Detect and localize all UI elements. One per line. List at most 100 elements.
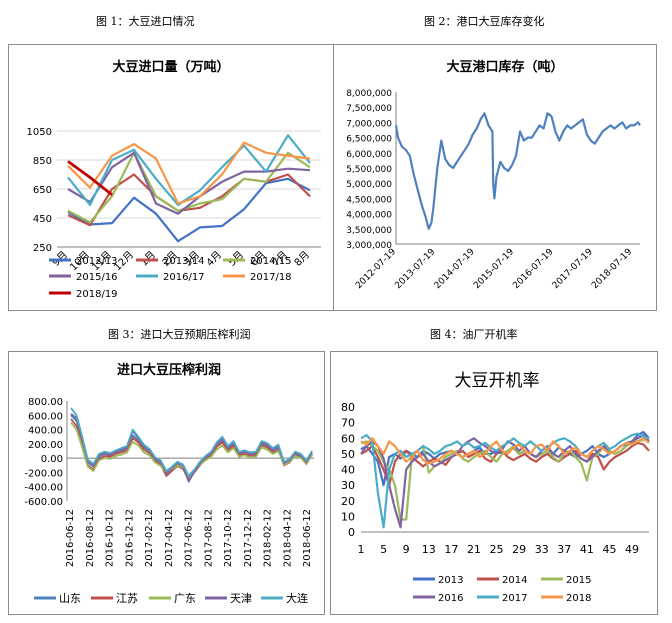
- legend-label: 山东: [59, 592, 81, 605]
- y-tick-label: 250: [33, 243, 52, 254]
- y-tick-label: 1050: [27, 127, 52, 138]
- caption-fig2: 图 2：港口大豆库存变化: [424, 15, 545, 28]
- x-tick-label: 2017-06-12: [184, 509, 195, 567]
- x-tick-label: 2014-07-19: [433, 247, 477, 291]
- y-tick-label: 5,500,000: [346, 165, 392, 175]
- x-tick-label: 4月: [204, 249, 224, 269]
- series-line: [360, 434, 650, 529]
- legend-label: 2016: [438, 593, 463, 604]
- x-tick-label: 25: [490, 543, 504, 556]
- utilization-chart-panel: 大豆开机率 0 10 20 30 40 50 60 70 80 1 5 9 13 17 21 25 29 33 37 4…: [330, 351, 658, 615]
- x-tick-label: 49: [625, 543, 639, 556]
- x-tick-label: 2015-07-19: [472, 247, 516, 291]
- y-tick-label: 7,000,000: [346, 119, 392, 129]
- x-tick-label: 13: [422, 543, 436, 556]
- series-line: [67, 177, 311, 243]
- x-tick-label: 8月: [292, 249, 312, 269]
- x-tick-label: 29: [512, 543, 526, 556]
- legend-label: 2014/15: [250, 256, 292, 267]
- legend-label: 2017: [502, 593, 527, 604]
- x-tick-label: 17: [444, 543, 458, 556]
- x-tick-label: 2016-06-12: [65, 509, 76, 567]
- series-line: [67, 160, 113, 196]
- utilization-chart: 大豆开机率 0 10 20 30 40 50 60 70 80 1 5 9 13 17 21 25 29 33 37 4…: [341, 371, 650, 604]
- inventory-chart-panel: 大豆港口库存（吨） 3,000,000 3,500,000 4,000,000 4,50…: [333, 44, 657, 311]
- series-line: [394, 112, 641, 230]
- imports-chart-title: 大豆进口量（万吨）: [112, 59, 229, 75]
- y-tick-label: 3,000,000: [346, 241, 392, 251]
- y-tick-label: 60: [341, 432, 355, 445]
- y-tick-label: 5,000,000: [346, 180, 392, 190]
- series-line: [67, 151, 311, 224]
- y-tick-label: 650: [33, 185, 52, 196]
- imports-chart: 大豆进口量（万吨）25045065085010509月10月11月12月1月2月…: [27, 59, 321, 300]
- legend-label: 2015: [566, 575, 591, 586]
- x-tick-label: 2018-04-12: [282, 509, 293, 567]
- x-tick-label: 2017-10-12: [223, 509, 234, 567]
- y-tick-label: 3,500,000: [346, 226, 392, 236]
- y-tick-label: 6,000,000: [346, 150, 392, 160]
- margins-chart: 进口大豆压榨利润 -600.00 -400.00 -200.00 0.00 200.00 4…: [24, 362, 314, 605]
- y-tick-label: -600.00: [24, 497, 63, 508]
- y-tick-label: 20: [341, 495, 355, 508]
- y-tick-label: 6,500,000: [346, 135, 392, 145]
- x-tick-label: 21: [467, 543, 481, 556]
- series-line: [70, 413, 313, 483]
- legend-label: 江苏: [116, 592, 138, 605]
- y-tick-label: 10: [341, 510, 355, 523]
- x-tick-label: 2017-04-12: [164, 509, 175, 567]
- x-tick-label: 2017-08-12: [203, 509, 214, 567]
- margins-chart-panel: 进口大豆压榨利润 -600.00 -400.00 -200.00 0.00 200.00 4…: [8, 351, 325, 615]
- series-line: [67, 141, 311, 205]
- y-tick-label: 0.00: [41, 454, 63, 465]
- y-tick-label: 40: [341, 464, 355, 477]
- x-tick-label: 9: [403, 543, 410, 556]
- x-tick-label: 5: [380, 543, 387, 556]
- x-tick-label: 2018-02-12: [263, 509, 274, 567]
- x-tick-label: 37: [557, 543, 571, 556]
- caption-fig1: 图 1：大豆进口情况: [96, 15, 195, 28]
- y-tick-label: 4,000,000: [346, 211, 392, 221]
- series-line: [67, 134, 311, 206]
- legend-label: 2015/16: [76, 272, 118, 283]
- legend-label: 2017/18: [250, 272, 292, 283]
- margins-chart-title: 进口大豆压榨利润: [117, 362, 221, 378]
- y-tick-label: 80: [341, 401, 355, 414]
- y-tick-label: 8,000,000: [346, 89, 392, 99]
- x-tick-label: 41: [580, 543, 594, 556]
- series-line: [360, 437, 650, 465]
- utilization-chart-title: 大豆开机率: [455, 371, 540, 391]
- series-line: [67, 173, 311, 227]
- series-line: [360, 432, 650, 529]
- legend-label: 大连: [286, 591, 308, 605]
- inventory-chart-title: 大豆港口库存（吨）: [446, 59, 563, 75]
- x-tick-label: 2016-07-19: [511, 247, 555, 291]
- x-tick-label: 33: [535, 543, 549, 556]
- legend-label: 2012/13: [76, 256, 118, 267]
- legend-label: 2013/14: [163, 256, 205, 267]
- y-tick-label: -200.00: [24, 468, 63, 479]
- inventory-chart: 大豆港口库存（吨） 3,000,000 3,500,000 4,000,000 4,50…: [346, 59, 641, 291]
- x-tick-label: 2016-12-12: [124, 509, 135, 567]
- x-tick-label: 2012-07-19: [354, 247, 398, 291]
- x-tick-label: 1: [358, 543, 365, 556]
- y-tick-label: 50: [341, 448, 355, 461]
- caption-fig3: 图 3：进口大豆预期压榨利润: [108, 328, 251, 341]
- x-tick-label: 2016-08-12: [85, 509, 96, 567]
- series-line: [70, 407, 313, 477]
- series-line: [360, 441, 650, 487]
- y-tick-label: 7,500,000: [346, 104, 392, 114]
- y-tick-label: 450: [33, 214, 52, 225]
- x-tick-label: 2016-10-12: [105, 509, 116, 567]
- y-tick-label: 70: [341, 417, 355, 430]
- y-tick-label: 4,500,000: [346, 195, 392, 205]
- y-tick-label: 30: [341, 479, 355, 492]
- legend-label: 2018/19: [76, 289, 118, 300]
- y-tick-label: 800.00: [28, 397, 63, 408]
- imports-chart-panel: 大豆进口量（万吨）25045065085010509月10月11月12月1月2月…: [8, 44, 334, 311]
- legend-label: 广东: [174, 592, 196, 605]
- x-tick-label: 2017-07-19: [551, 247, 595, 291]
- y-tick-label: 0: [348, 526, 355, 539]
- y-tick-label: 200.00: [28, 440, 63, 451]
- x-tick-label: 2018-07-19: [590, 247, 634, 291]
